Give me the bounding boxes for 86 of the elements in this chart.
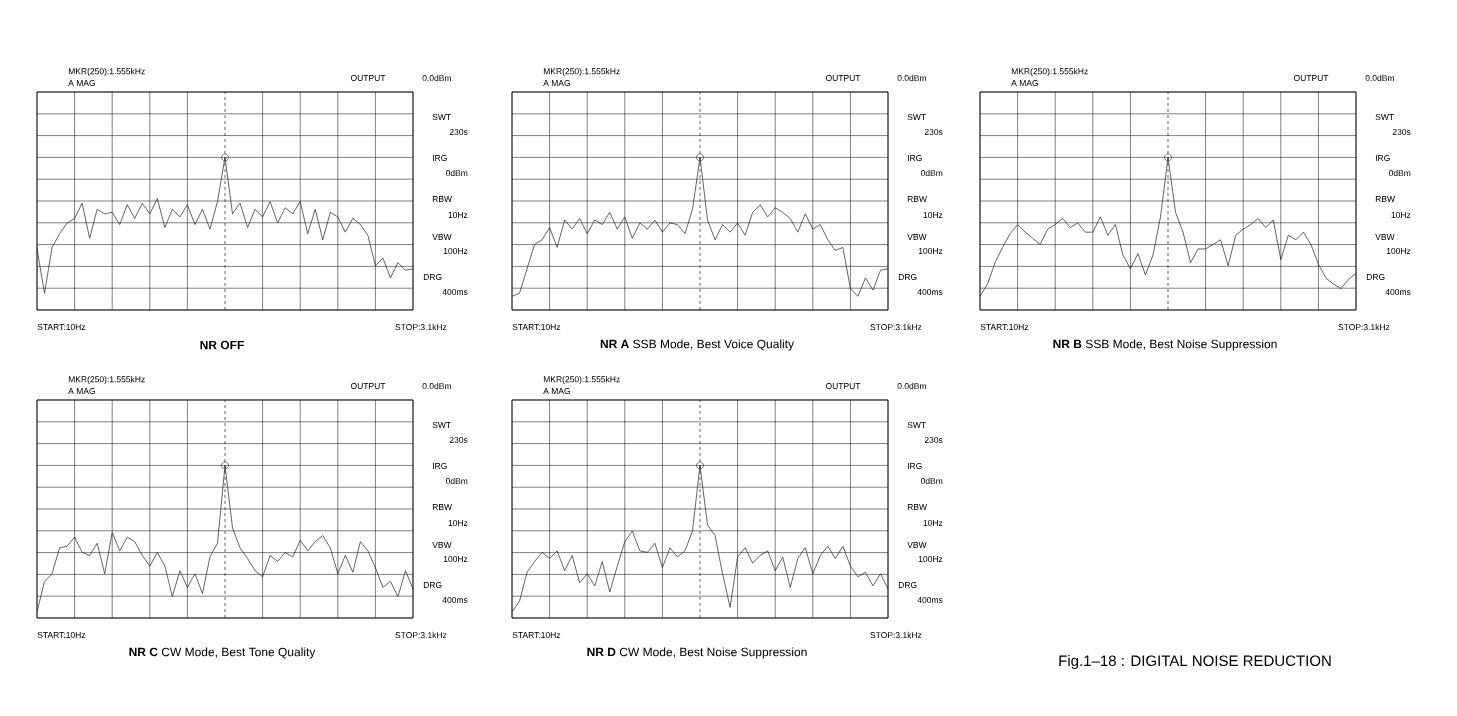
text: DRG: [423, 274, 442, 280]
text: NR D CW Mode, Best Noise Suppression: [587, 647, 807, 659]
text: 0dBm: [445, 169, 468, 177]
text: A MAG: [68, 79, 95, 86]
text: SWT: [907, 113, 926, 120]
text: IRG: [432, 463, 447, 469]
text: MKR(250):1.555kHz: [543, 376, 620, 384]
text: STOP:3.1kHz: [870, 631, 922, 639]
text: 0.0dBm: [422, 74, 451, 82]
text: SWT: [907, 422, 926, 428]
text: 230s: [1392, 128, 1411, 135]
text: 100Hz: [918, 247, 943, 254]
text: STOP:3.1kHz: [1338, 323, 1390, 331]
text: START:10Hz: [37, 632, 86, 638]
text: 0.0dBm: [422, 382, 451, 390]
text: VBW: [907, 542, 927, 548]
text: 230s: [924, 128, 943, 135]
text: A MAG: [543, 79, 570, 86]
text: VBW: [1375, 234, 1395, 240]
text: 400ms: [442, 289, 468, 295]
text: START:10Hz: [512, 323, 561, 330]
text: OUTPUT: [825, 74, 861, 81]
text: OUTPUT: [1293, 74, 1329, 81]
text: STOP:3.1kHz: [395, 323, 447, 331]
text: 10Hz: [923, 520, 943, 526]
text: STOP:3.1kHz: [395, 631, 447, 639]
text: VBW: [907, 234, 927, 240]
text: 0dBm: [920, 477, 943, 485]
text: 230s: [449, 437, 468, 443]
text: 0.0dBm: [897, 74, 926, 82]
text: NR B SSB Mode, Best Noise Suppression: [1053, 339, 1277, 351]
text: 100Hz: [443, 247, 468, 254]
text: NR C CW Mode, Best Tone Quality: [129, 647, 316, 659]
text: A MAG: [543, 388, 570, 394]
text: 100Hz: [443, 556, 468, 562]
text: 100Hz: [1386, 247, 1411, 254]
text: 230s: [449, 128, 468, 135]
text: OUTPUT: [825, 383, 861, 389]
text: 400ms: [1385, 289, 1411, 295]
text: RBW: [907, 504, 928, 510]
text: STOP:3.1kHz: [870, 323, 922, 331]
text: START:10Hz: [512, 632, 561, 638]
text: SWT: [432, 113, 451, 120]
text: 0.0dBm: [1365, 74, 1394, 82]
text: START:10Hz: [980, 323, 1029, 330]
text: NR A SSB Mode, Best Voice Quality: [600, 339, 795, 351]
text: Fig.1–18 : DIGITAL NOISE REDUCTION: [1059, 655, 1331, 669]
text: A MAG: [68, 388, 95, 394]
text: 400ms: [917, 289, 943, 295]
text: 0dBm: [920, 169, 943, 177]
text: A MAG: [1011, 79, 1038, 86]
text: 230s: [924, 437, 943, 443]
text: RBW: [907, 196, 928, 202]
text: RBW: [432, 196, 453, 202]
text: OUTPUT: [350, 74, 386, 81]
text: RBW: [1375, 196, 1396, 202]
text: VBW: [432, 234, 452, 240]
text: 400ms: [442, 597, 468, 603]
text: IRG: [907, 463, 922, 469]
text: 10Hz: [448, 520, 468, 526]
text: 0dBm: [445, 477, 468, 485]
text: DRG: [898, 582, 917, 588]
text: 10Hz: [448, 211, 468, 218]
text: 100Hz: [918, 556, 943, 562]
text: MKR(250):1.555kHz: [543, 68, 620, 76]
text: VBW: [432, 542, 452, 548]
text: START:10Hz: [37, 323, 86, 330]
text: DRG: [898, 274, 917, 280]
text: 10Hz: [1391, 211, 1411, 218]
text: MKR(250):1.555kHz: [68, 376, 145, 384]
text: SWT: [1375, 113, 1394, 120]
text: SWT: [432, 422, 451, 428]
text: MKR(250):1.555kHz: [68, 68, 145, 76]
text: IRG: [1376, 154, 1390, 161]
text: IRG: [432, 154, 447, 161]
text: 0.0dBm: [897, 382, 926, 390]
text: NR OFF: [200, 340, 244, 350]
text: 10Hz: [923, 211, 943, 218]
text: IRG: [907, 154, 922, 161]
text: 400ms: [917, 597, 943, 603]
text: DRG: [423, 582, 442, 588]
text: DRG: [1366, 274, 1385, 280]
text: MKR(250):1.555kHz: [1011, 68, 1088, 76]
text: OUTPUT: [350, 383, 386, 389]
text: 0dBm: [1388, 169, 1411, 177]
text: RBW: [432, 504, 453, 510]
